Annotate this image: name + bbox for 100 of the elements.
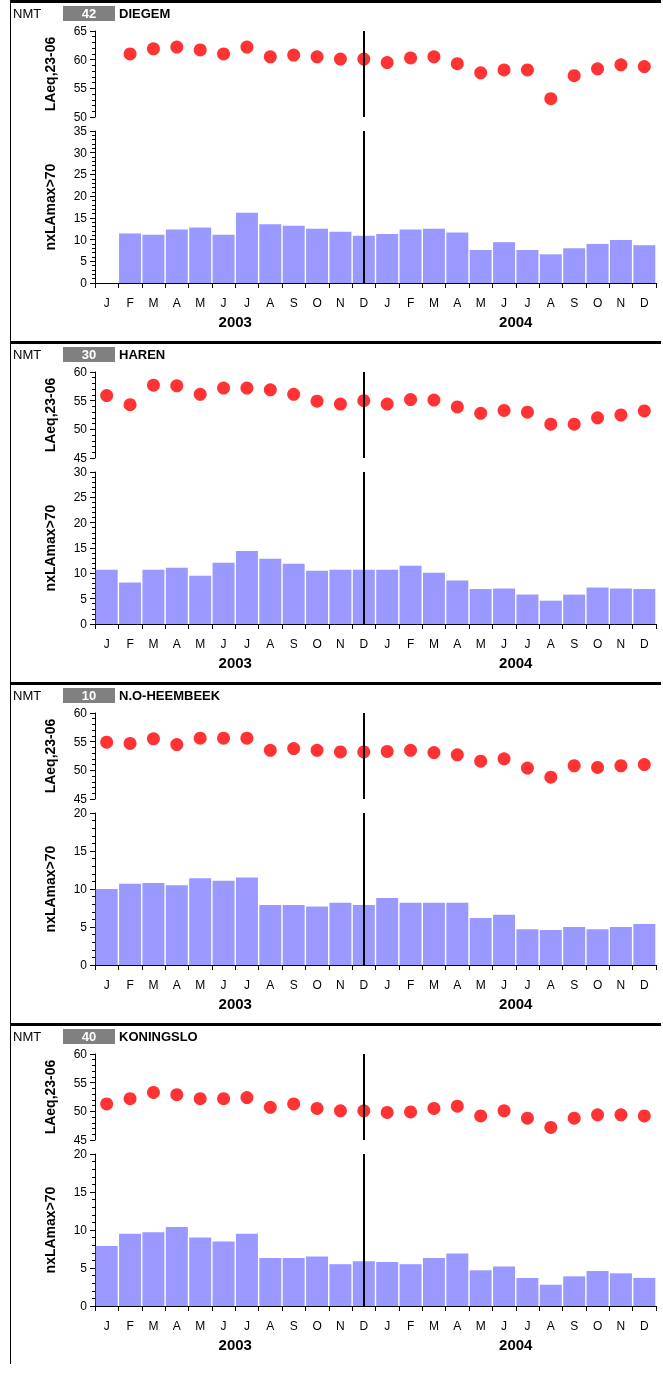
y-axis-title: LAeq,23-06 xyxy=(42,718,58,794)
x-tick-label: J xyxy=(220,978,227,992)
chart-title: DIEGEM xyxy=(119,5,171,21)
x-tick-label: M xyxy=(195,637,206,651)
x-tick-label: S xyxy=(289,296,298,310)
x-tick-label: F xyxy=(406,637,415,651)
x-tick-label: J xyxy=(103,978,110,992)
x-tick-label: M xyxy=(148,296,159,310)
y-tick-label: 15 xyxy=(73,1185,88,1199)
x-tick-label: M xyxy=(428,637,439,651)
x-tick-label: J xyxy=(524,1319,531,1333)
x-tick-label: O xyxy=(312,637,322,651)
y-tick-label: 5 xyxy=(80,920,88,934)
chart-title: N.O-HEEMBEEK xyxy=(119,687,221,703)
y-axis-title: nxLAmax>70 xyxy=(42,1186,58,1274)
text: 40 xyxy=(63,1028,115,1044)
y-tick-label: 55 xyxy=(73,81,88,96)
x-tick-label: M xyxy=(148,637,159,651)
x-tick-label: D xyxy=(639,978,649,992)
y-tick-label: 50 xyxy=(73,110,88,124)
text: 2003 xyxy=(218,1335,252,1353)
x-tick-label: M xyxy=(475,978,486,992)
y-tick-label: 25 xyxy=(73,167,88,182)
y-tick-label: 55 xyxy=(73,1075,88,1090)
text: NMT xyxy=(12,1028,43,1044)
x-tick-label: J xyxy=(243,637,250,651)
x-tick-label: J xyxy=(384,1319,391,1333)
x-tick-label: J xyxy=(243,978,250,992)
y-tick-label: 15 xyxy=(73,844,88,858)
y-tick-label: 20 xyxy=(73,189,88,204)
x-tick-label: O xyxy=(312,1319,322,1333)
y-tick-label: 60 xyxy=(73,1047,88,1061)
y-axis-title: LAeq,23-06 xyxy=(42,1059,58,1135)
y-axis-title: nxLAmax>70 xyxy=(42,163,58,251)
x-tick-label: A xyxy=(266,296,275,310)
x-tick-label: J xyxy=(103,637,110,651)
y-tick-label: 0 xyxy=(80,958,88,972)
y-tick-label: 20 xyxy=(73,515,88,530)
y-tick-label: 5 xyxy=(80,254,88,269)
x-tick-label: A xyxy=(172,296,181,310)
x-tick-label: N xyxy=(616,978,626,992)
x-tick-label: D xyxy=(359,1319,369,1333)
x-tick-label: J xyxy=(524,296,531,310)
y-tick-label: 50 xyxy=(73,1104,88,1119)
text: 2003 xyxy=(218,994,252,1012)
text: NMT xyxy=(12,687,43,703)
x-tick-label: A xyxy=(546,637,555,651)
y-tick-label: 50 xyxy=(73,763,88,778)
text: 2003 xyxy=(218,312,252,330)
x-tick-label: N xyxy=(336,978,345,992)
x-tick-label: M xyxy=(195,296,206,310)
x-tick-label: F xyxy=(126,296,134,310)
x-tick-label: N xyxy=(616,296,626,310)
chart-title: HAREN xyxy=(119,346,166,362)
y-tick-label: 45 xyxy=(73,451,88,465)
text: NMT xyxy=(12,346,43,362)
x-tick-label: J xyxy=(384,978,391,992)
x-tick-label: J xyxy=(501,978,508,992)
y-tick-label: 10 xyxy=(73,882,88,896)
text: 2004 xyxy=(499,312,534,330)
y-tick-label: 35 xyxy=(73,124,88,138)
x-tick-label: A xyxy=(453,978,462,992)
x-tick-label: A xyxy=(266,1319,275,1333)
text: 42 xyxy=(63,5,115,21)
y-tick-label: 25 xyxy=(73,490,88,505)
y-tick-label: 60 xyxy=(73,52,88,67)
x-tick-label: J xyxy=(524,978,531,992)
y-tick-label: 55 xyxy=(73,734,88,749)
x-tick-label: N xyxy=(616,637,626,651)
x-tick-label: J xyxy=(220,637,227,651)
x-tick-label: D xyxy=(639,637,649,651)
y-tick-label: 60 xyxy=(73,706,88,720)
y-tick-label: 15 xyxy=(73,210,88,225)
x-tick-label: A xyxy=(453,1319,462,1333)
y-tick-label: 30 xyxy=(73,145,88,160)
x-tick-label: D xyxy=(639,296,649,310)
y-tick-label: 20 xyxy=(73,1147,88,1161)
x-tick-label: O xyxy=(592,978,603,992)
y-tick-label: 0 xyxy=(80,276,88,290)
y-axis-title: LAeq,23-06 xyxy=(42,36,58,112)
text: NMT xyxy=(12,5,43,21)
x-tick-label: S xyxy=(570,978,579,992)
y-axis-title: LAeq,23-06 xyxy=(42,377,58,453)
text: 2004 xyxy=(499,1335,534,1353)
x-tick-label: A xyxy=(546,1319,555,1333)
x-tick-label: M xyxy=(148,1319,159,1333)
x-tick-label: J xyxy=(220,1319,227,1333)
y-tick-label: 30 xyxy=(73,465,88,479)
x-tick-label: J xyxy=(103,1319,110,1333)
x-tick-label: J xyxy=(384,296,391,310)
y-tick-label: 65 xyxy=(73,24,88,38)
x-tick-label: M xyxy=(428,1319,439,1333)
x-tick-label: J xyxy=(524,637,531,651)
y-axis-title: nxLAmax>70 xyxy=(42,504,58,592)
x-tick-label: N xyxy=(616,1319,626,1333)
x-tick-label: S xyxy=(289,637,298,651)
x-tick-label: A xyxy=(453,296,462,310)
x-tick-label: O xyxy=(592,296,603,310)
x-tick-label: A xyxy=(266,637,275,651)
x-tick-label: M xyxy=(475,637,486,651)
